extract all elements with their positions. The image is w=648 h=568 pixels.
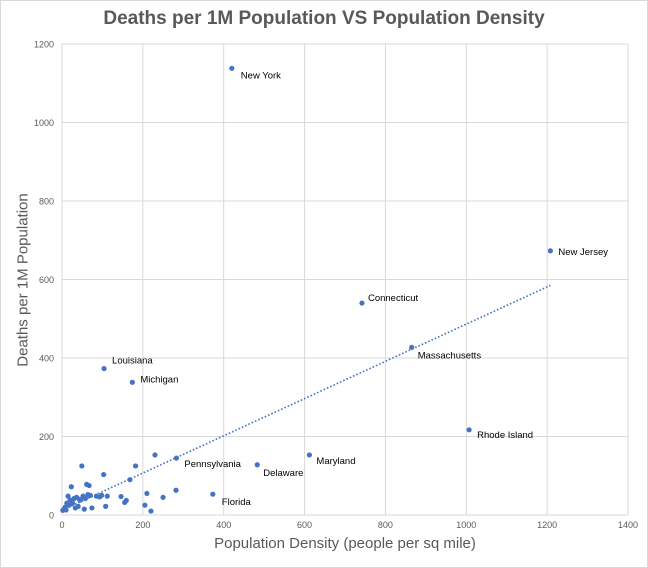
data-point <box>152 452 158 458</box>
data-points <box>60 65 553 514</box>
x-tick-labels: 0 200 400 600 800 1000 1200 1400 <box>59 520 638 530</box>
point-label: Louisiana <box>112 356 153 367</box>
y-tick-labels: 0 200 400 600 800 1000 1200 <box>34 40 54 521</box>
y-tick-label: 0 <box>49 511 54 521</box>
data-point <box>63 507 69 513</box>
gridlines <box>61 43 629 516</box>
x-tick-label: 0 <box>59 520 64 530</box>
data-point <box>79 463 85 469</box>
point-label: New Jersey <box>558 247 608 258</box>
data-point <box>99 492 105 498</box>
point-label: Connecticut <box>368 293 419 304</box>
data-point <box>65 493 71 499</box>
y-tick-label: 1000 <box>34 118 54 128</box>
data-point <box>173 455 180 461</box>
x-tick-label: 1200 <box>537 520 557 530</box>
data-point <box>409 344 415 351</box>
data-point <box>77 497 84 503</box>
point-label: Massachusetts <box>418 350 482 361</box>
data-point <box>87 492 93 498</box>
data-point <box>89 505 95 511</box>
data-point <box>132 463 139 469</box>
point-labels: New York New Jersey Connecticut Massachuset… <box>112 70 608 508</box>
data-point <box>118 493 124 500</box>
data-point <box>144 490 150 497</box>
y-axis-title: Deaths per 1M Population <box>14 193 32 367</box>
point-label: New York <box>241 70 281 81</box>
data-point <box>75 503 81 509</box>
data-point <box>229 65 235 71</box>
data-point <box>547 248 553 254</box>
x-tick-label: 1400 <box>618 520 638 530</box>
y-tick-label: 400 <box>39 354 54 364</box>
point-label: Michigan <box>140 374 178 385</box>
data-point <box>101 365 107 372</box>
data-point <box>68 484 74 490</box>
chart-title: Deaths per 1M Population VS Population D… <box>103 8 545 29</box>
data-point <box>127 477 133 483</box>
x-tick-label: 600 <box>297 520 312 530</box>
point-label: Rhode Island <box>477 430 533 441</box>
point-label: Pennsylvania <box>184 459 241 470</box>
point-label: Delaware <box>263 468 303 479</box>
data-point <box>104 493 110 499</box>
data-point <box>210 491 216 497</box>
data-point <box>306 452 313 458</box>
x-axis-title: Population Density (people per sq mile) <box>214 535 476 552</box>
data-point <box>82 495 89 502</box>
data-point <box>129 379 135 385</box>
data-point <box>148 508 154 514</box>
y-tick-label: 800 <box>39 197 54 207</box>
data-point <box>69 500 76 506</box>
point-label: Maryland <box>316 456 355 467</box>
y-tick-label: 1200 <box>34 40 54 50</box>
x-tick-label: 800 <box>378 520 393 530</box>
point-label: Florida <box>222 497 252 508</box>
data-point <box>160 494 166 500</box>
data-point <box>86 482 92 489</box>
x-tick-label: 200 <box>135 520 150 530</box>
data-point <box>81 506 87 512</box>
data-point <box>142 502 148 508</box>
data-point <box>101 471 107 478</box>
data-point <box>359 300 365 306</box>
y-tick-label: 200 <box>39 432 54 442</box>
data-point <box>254 462 260 468</box>
x-tick-label: 400 <box>216 520 231 530</box>
data-point <box>103 503 109 509</box>
data-point <box>123 497 129 504</box>
x-tick-label: 1000 <box>456 520 476 530</box>
data-point <box>173 487 179 493</box>
trendline <box>61 284 551 512</box>
data-point <box>466 427 472 433</box>
y-tick-label: 600 <box>39 275 54 285</box>
